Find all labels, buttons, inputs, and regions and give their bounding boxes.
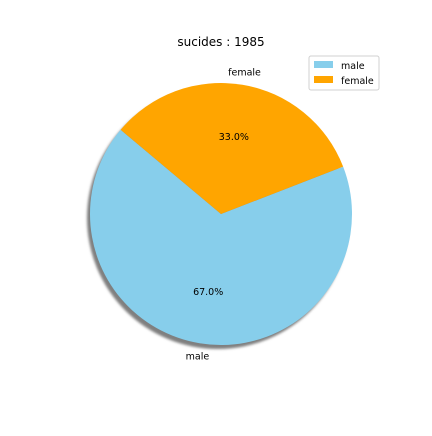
pie-percent-label-female: 33.0% bbox=[219, 132, 249, 143]
chart-title: sucides : 1985 bbox=[177, 35, 264, 49]
pie-percent-label-male: 67.0% bbox=[193, 287, 223, 298]
legend-swatch-male bbox=[314, 61, 333, 68]
pie-slices bbox=[90, 82, 353, 345]
legend-swatch-female bbox=[314, 76, 333, 83]
pie-category-label-male: male bbox=[186, 352, 210, 363]
legend-label-male: male bbox=[341, 61, 365, 72]
pie-category-label-female: female bbox=[228, 67, 261, 78]
pie-slice-female bbox=[120, 82, 344, 214]
legend-label-female: female bbox=[341, 76, 374, 87]
legend: male female bbox=[308, 55, 380, 91]
pie-slice-male bbox=[90, 129, 353, 345]
pie-labels: 67.0% male 33.0% female bbox=[186, 67, 261, 362]
